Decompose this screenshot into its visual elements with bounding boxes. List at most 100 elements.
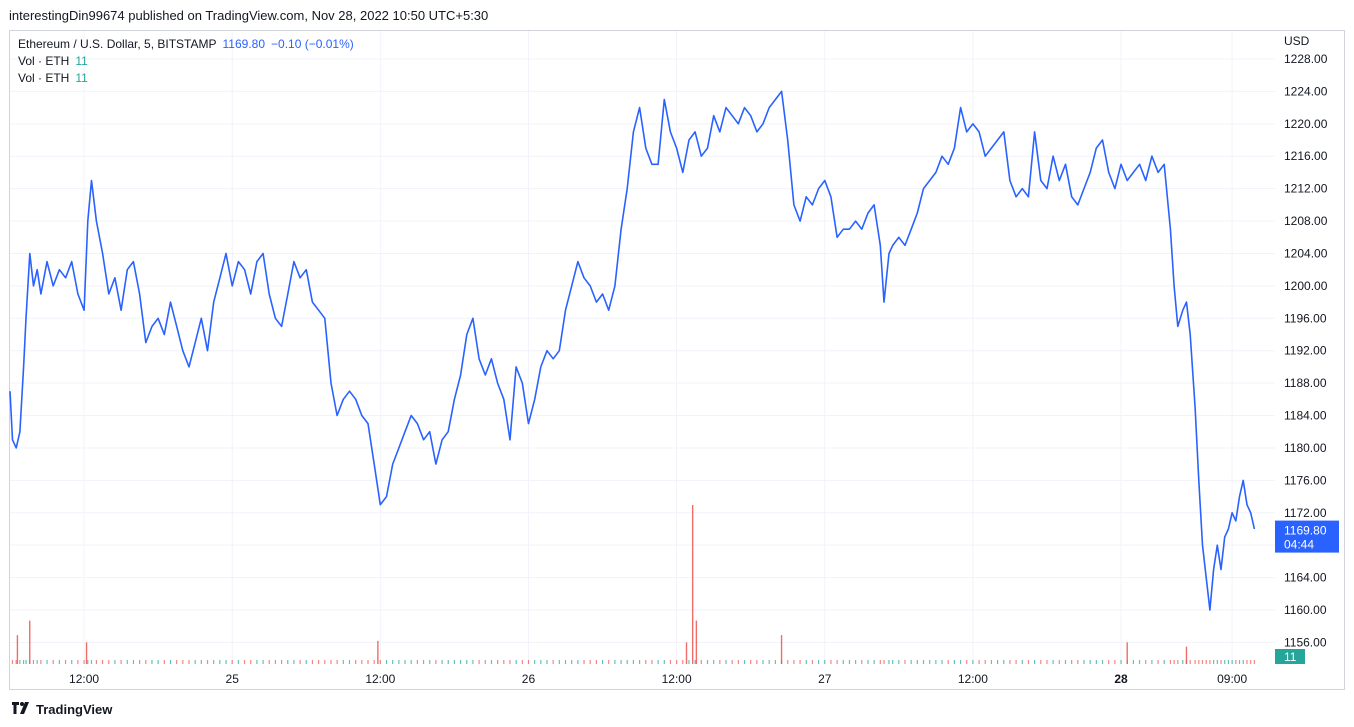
chart-frame[interactable] — [9, 30, 1345, 690]
volume-bar — [1151, 660, 1153, 664]
volume-bar — [453, 660, 456, 664]
volume-bar — [373, 660, 375, 664]
volume-bar — [780, 635, 783, 664]
x-tick-label: 12:00 — [69, 672, 99, 686]
volume-bar — [645, 660, 647, 664]
volume-bar — [336, 660, 338, 664]
volume-bar — [36, 660, 38, 664]
volume-bar — [225, 660, 227, 664]
volume-bar — [101, 660, 104, 664]
volume-bar — [947, 660, 949, 664]
volume-bar — [32, 660, 35, 664]
volume-bar — [959, 660, 962, 664]
volume-bar — [817, 660, 820, 664]
volume-bar — [534, 660, 536, 664]
volume-bar — [935, 660, 937, 664]
y-tick-label: 1172.00 — [1284, 506, 1327, 520]
volume-bar — [1126, 642, 1128, 664]
volume-bar — [1132, 660, 1134, 664]
volume-bar — [1163, 660, 1165, 664]
volume-bar — [1027, 660, 1030, 664]
volume-bar — [558, 660, 560, 664]
volume-bar — [1189, 660, 1191, 664]
volume-bar — [243, 660, 246, 664]
volume-bar — [1095, 660, 1097, 664]
y-tick-label: 1204.00 — [1284, 246, 1328, 260]
volume-bar — [1173, 660, 1175, 664]
volume-bar — [385, 660, 388, 664]
volume-bar — [836, 660, 838, 664]
x-tick-label: 12:00 — [365, 672, 395, 686]
volume-bar — [706, 660, 709, 664]
volume-bar — [182, 660, 184, 664]
volume-bar — [1157, 660, 1159, 664]
volume-bar — [1120, 660, 1122, 664]
legend-volume-label: Vol · ETH — [18, 54, 70, 68]
volume-bar — [379, 660, 381, 664]
y-tick-label: 1188.00 — [1284, 376, 1327, 390]
volume-bar — [1021, 660, 1023, 664]
volume-bar — [120, 660, 122, 664]
volume-bar — [114, 660, 116, 664]
volume-bar — [1046, 660, 1048, 664]
volume-bar — [324, 660, 326, 664]
volume-bar — [77, 660, 79, 664]
volume-bar — [595, 660, 597, 664]
volume-bar — [996, 660, 999, 664]
tradingview-footer[interactable]: TradingView — [12, 702, 112, 717]
volume-bar — [608, 660, 610, 664]
volume-bar — [1209, 660, 1211, 664]
y-tick-label: 1164.00 — [1284, 571, 1327, 585]
legend-symbol-row[interactable]: Ethereum / U.S. Dollar, 5, BITSTAMP 1169.… — [18, 36, 354, 53]
volume-bar — [657, 660, 659, 664]
volume-bar — [888, 660, 890, 664]
legend-symbol: Ethereum / U.S. Dollar, 5, BITSTAMP — [18, 37, 217, 51]
volume-bar — [25, 660, 27, 664]
volume-bar — [299, 660, 301, 664]
volume-bar — [521, 660, 523, 664]
volume-bar — [342, 660, 344, 664]
volume-bar — [11, 660, 14, 664]
volume-bar — [719, 660, 721, 664]
volume-bar — [256, 660, 258, 664]
y-tick-label: 1176.00 — [1284, 473, 1327, 487]
volume-bar — [29, 620, 31, 664]
volume-bar — [85, 642, 88, 664]
volume-bar — [422, 660, 425, 664]
volume-bar — [1231, 660, 1233, 664]
volume-bar — [392, 660, 394, 664]
volume-bar — [126, 660, 128, 664]
volume-bar — [632, 660, 635, 664]
volume-bar — [398, 660, 400, 664]
volume-bar — [1201, 660, 1204, 664]
legend-change: −0.10 (−0.01%) — [271, 37, 354, 51]
x-tick-label: 27 — [818, 672, 832, 686]
volume-bar — [824, 660, 826, 664]
volume-bar — [311, 660, 314, 664]
volume-bar — [589, 660, 591, 664]
volume-bar — [601, 660, 604, 664]
y-tick-label: 1180.00 — [1284, 441, 1327, 455]
volume-bar — [509, 660, 511, 664]
legend-volume-row[interactable]: Vol · ETH 11 — [18, 53, 354, 70]
volume-bar — [546, 660, 548, 664]
legend-volume-row[interactable]: Vol · ETH 11 — [18, 70, 354, 87]
volume-bar — [685, 642, 688, 664]
volume-bar — [40, 660, 42, 664]
volume-bar — [1089, 660, 1091, 664]
volume-bar — [1077, 660, 1079, 664]
volume-bar — [194, 660, 196, 664]
x-tick-label: 26 — [522, 672, 536, 686]
volume-bar — [694, 660, 696, 664]
volume-bar — [19, 660, 21, 664]
volume-bar — [1138, 660, 1141, 664]
volume-bar — [64, 660, 67, 664]
volume-bar — [774, 660, 776, 664]
volume-bar — [873, 660, 875, 664]
volume-bar — [1238, 660, 1241, 664]
volume-bar — [22, 660, 25, 664]
volume-bar — [1216, 660, 1218, 664]
volume-bar — [1034, 660, 1036, 664]
volume-bar — [1227, 660, 1230, 664]
